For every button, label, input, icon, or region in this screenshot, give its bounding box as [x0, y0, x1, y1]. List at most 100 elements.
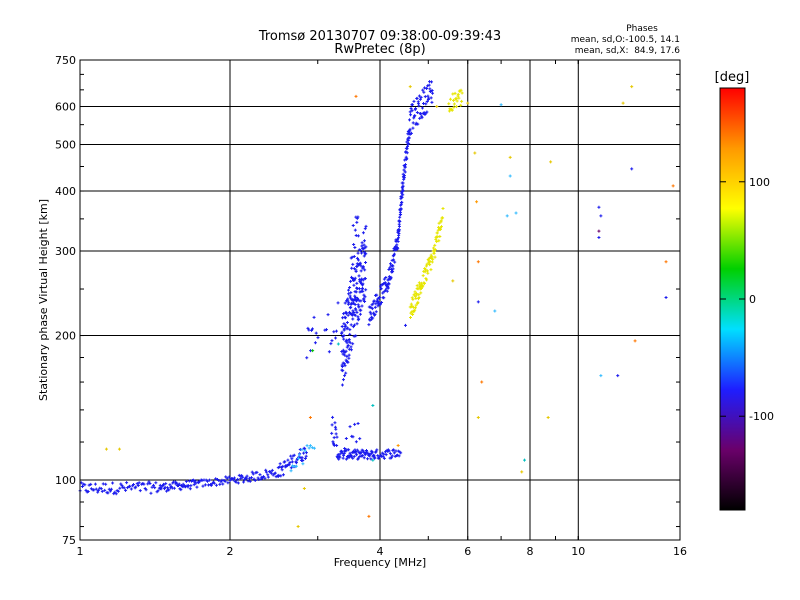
data-point	[306, 326, 310, 330]
data-point	[378, 303, 382, 307]
data-point	[335, 443, 339, 447]
data-point	[249, 476, 253, 480]
data-point	[392, 448, 396, 452]
data-point	[549, 160, 553, 164]
data-point	[401, 181, 405, 185]
data-point	[346, 326, 350, 330]
data-point	[348, 451, 352, 455]
data-point	[476, 300, 480, 304]
data-point	[124, 488, 128, 492]
data-point	[459, 88, 463, 92]
data-point	[415, 96, 419, 100]
data-point	[361, 286, 365, 290]
data-point	[368, 318, 372, 322]
data-point	[411, 103, 415, 107]
data-point	[508, 174, 512, 178]
data-point	[243, 478, 247, 482]
data-point	[597, 236, 601, 240]
data-point	[415, 110, 419, 114]
data-point	[396, 237, 400, 241]
data-point	[411, 313, 415, 317]
data-point	[393, 260, 397, 264]
phases-mean-o: mean, sd,O:-100.5, 14.1	[571, 35, 680, 45]
data-point	[327, 350, 331, 354]
data-point	[162, 482, 166, 486]
data-point	[370, 450, 374, 454]
data-point	[342, 312, 346, 316]
data-point	[87, 483, 91, 487]
data-point	[435, 105, 439, 109]
data-point	[414, 296, 418, 300]
data-point	[428, 263, 432, 267]
data-point	[426, 271, 430, 275]
data-point	[324, 328, 328, 332]
data-point	[630, 85, 634, 89]
data-point	[439, 219, 443, 223]
data-point	[218, 482, 222, 486]
data-point	[342, 362, 346, 366]
data-point	[355, 256, 359, 260]
data-point	[362, 298, 366, 302]
data-point	[480, 380, 484, 384]
data-point	[148, 481, 152, 485]
data-point	[300, 448, 304, 452]
data-point	[384, 453, 388, 457]
data-point	[354, 269, 358, 273]
y-tick-label: 75	[62, 534, 76, 547]
data-point	[219, 480, 223, 484]
data-point	[266, 473, 270, 477]
data-point	[351, 342, 355, 346]
data-point	[373, 313, 377, 316]
data-point	[368, 310, 372, 314]
data-point	[191, 478, 195, 482]
data-point	[165, 486, 169, 490]
data-point	[411, 297, 415, 301]
data-point	[342, 327, 346, 331]
data-point	[304, 451, 308, 455]
data-point	[279, 474, 283, 478]
data-point	[89, 487, 93, 491]
data-point	[599, 214, 603, 218]
data-point	[391, 270, 395, 274]
data-point	[332, 330, 336, 334]
data-point	[437, 221, 441, 225]
data-point	[246, 479, 250, 483]
data-point	[86, 489, 90, 493]
data-point	[348, 328, 352, 332]
data-point	[303, 456, 307, 460]
data-point	[616, 374, 620, 378]
data-point	[401, 188, 405, 192]
data-point	[413, 308, 417, 312]
data-point	[241, 475, 245, 479]
data-point	[201, 484, 205, 488]
data-point	[420, 106, 424, 110]
data-point	[374, 450, 378, 454]
data-point	[422, 90, 426, 94]
data-point	[194, 481, 198, 485]
data-point	[431, 257, 435, 261]
data-point	[432, 252, 436, 256]
data-point	[184, 479, 188, 483]
data-point	[344, 312, 348, 316]
data-point	[362, 254, 366, 258]
data-point	[376, 454, 380, 458]
data-point	[403, 158, 407, 162]
data-point	[382, 296, 386, 300]
data-point	[129, 487, 133, 491]
data-point	[172, 486, 176, 490]
data-point	[387, 449, 391, 453]
data-point	[348, 332, 352, 336]
data-point	[168, 483, 172, 487]
data-point	[375, 448, 379, 452]
data-point	[410, 296, 414, 300]
data-point	[351, 456, 355, 460]
data-point	[398, 215, 402, 219]
data-point	[457, 96, 461, 100]
data-point	[314, 331, 318, 335]
data-point	[358, 261, 362, 265]
data-point	[364, 261, 368, 265]
data-point	[352, 310, 356, 314]
data-point	[150, 485, 154, 489]
data-point	[397, 232, 401, 236]
data-point	[441, 216, 445, 220]
